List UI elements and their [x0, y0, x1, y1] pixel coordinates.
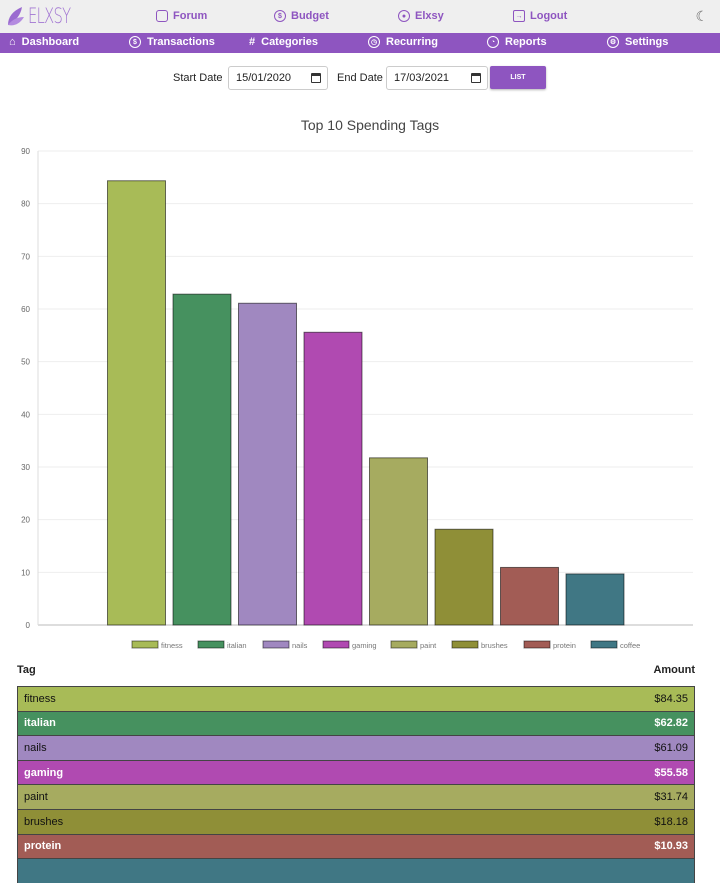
- y-tick-label: 50: [21, 358, 30, 367]
- bar-gaming: [303, 331, 363, 626]
- tag-cell: nails: [24, 741, 47, 754]
- pie-chart-icon: ◔: [487, 36, 499, 48]
- tag-cell: italian: [24, 717, 56, 730]
- legend-swatch: [131, 640, 159, 649]
- table-row: paint $31.74: [17, 784, 695, 809]
- bar-paint: [369, 457, 428, 626]
- nav-categories[interactable]: # Categories: [249, 36, 318, 48]
- y-tick-label: 70: [21, 252, 30, 261]
- date-filter: Start Date 15/01/2020 End Date 17/03/202…: [0, 66, 720, 90]
- end-date-input[interactable]: 17/03/2021: [386, 66, 488, 90]
- logout-icon: →: [513, 10, 525, 22]
- table-row: gaming $55.58: [17, 759, 695, 785]
- amount-cell: $55.58: [654, 766, 688, 779]
- dollar-icon: $: [274, 10, 286, 22]
- legend-label: paint: [420, 641, 437, 650]
- table-row: nails $61.09: [17, 735, 695, 760]
- y-tick-label: 0: [26, 621, 31, 630]
- bar-fitness: [107, 180, 166, 626]
- amount-cell: $31.74: [654, 791, 688, 804]
- end-date-label: End Date: [337, 72, 383, 84]
- bar-italian: [172, 293, 232, 626]
- table-header: Tag Amount: [17, 664, 695, 676]
- legend-label: italian: [227, 641, 247, 650]
- tag-cell: protein: [24, 840, 62, 853]
- legend-swatch: [322, 640, 350, 649]
- dark-mode-toggle-moon-icon[interactable]: ☾: [695, 8, 708, 24]
- amount-cell: $61.09: [654, 741, 688, 754]
- bar-coffee: [565, 573, 625, 626]
- y-tick-label: 30: [21, 463, 30, 472]
- legend-swatch: [262, 640, 290, 649]
- calendar-icon[interactable]: [471, 73, 481, 83]
- legend-swatch: [390, 640, 418, 649]
- tag-cell: fitness: [24, 692, 56, 705]
- calendar-icon[interactable]: [311, 73, 321, 83]
- y-tick-label: 40: [21, 410, 30, 419]
- dollar-icon: $: [129, 36, 141, 48]
- tag-cell: paint: [24, 791, 48, 804]
- legend-swatch: [451, 640, 479, 649]
- bar-brushes: [434, 528, 494, 626]
- table-row: protein $10.93: [17, 833, 695, 859]
- legend-swatch: [523, 640, 551, 649]
- table-row: brushes $18.18: [17, 808, 695, 834]
- legend-swatch: [197, 640, 225, 649]
- y-tick-label: 20: [21, 516, 30, 525]
- legend-label: coffee: [620, 641, 640, 650]
- nav-reports[interactable]: ◔ Reports: [487, 36, 547, 48]
- gear-icon: ⚙: [607, 36, 619, 48]
- nav-transactions[interactable]: $ Transactions: [129, 36, 215, 48]
- main-nav: ⌂ Dashboard $ Transactions # Categories ◷ Re…: [0, 33, 720, 53]
- home-icon: ⌂: [9, 36, 16, 48]
- bar-chart: 0 10 20 30 40 50 60 70 80 90 fitness italian nails ga…: [21, 147, 693, 650]
- table-row: italian $62.82: [17, 710, 695, 736]
- amount-cell: $62.82: [654, 717, 688, 730]
- amount-cell: $18.18: [654, 815, 688, 828]
- user-icon: ●: [398, 10, 410, 22]
- top-link-profile[interactable]: ● Elxsy: [398, 10, 444, 22]
- tag-cell: gaming: [24, 766, 64, 779]
- nav-recurring[interactable]: ◷ Recurring: [368, 36, 438, 48]
- tags-table: fitness $84.35 italian $62.82 nails $61.09 gam…: [17, 686, 695, 883]
- y-tick-label: 60: [21, 305, 30, 314]
- y-tick-label: 90: [21, 147, 30, 156]
- start-date-input[interactable]: 15/01/2020: [228, 66, 328, 90]
- bar-protein: [500, 566, 559, 626]
- legend-label: brushes: [481, 641, 508, 650]
- top-link-forum[interactable]: Forum: [156, 10, 207, 22]
- nav-settings[interactable]: ⚙ Settings: [607, 36, 668, 48]
- legend-label: gaming: [352, 641, 377, 650]
- legend-label: protein: [553, 641, 576, 650]
- chat-icon: [156, 10, 168, 22]
- start-date-label: Start Date: [173, 72, 223, 84]
- y-tick-label: 10: [21, 568, 30, 577]
- legend-label: fitness: [161, 641, 183, 650]
- logo[interactable]: ELXSY: [6, 4, 89, 28]
- clock-icon: ◷: [368, 36, 380, 48]
- top-bar: ELXSY Forum $ Budget ● Elxsy → Logout ☾: [0, 0, 720, 33]
- nav-dashboard[interactable]: ⌂ Dashboard: [9, 36, 80, 48]
- bar-nails: [238, 302, 297, 626]
- legend-label: nails: [292, 641, 308, 650]
- table-row: [17, 858, 695, 883]
- amount-cell: $10.93: [654, 840, 688, 853]
- top-link-logout[interactable]: → Logout: [513, 10, 567, 22]
- top-link-budget[interactable]: $ Budget: [274, 10, 329, 22]
- hash-icon: #: [249, 36, 256, 48]
- amount-cell: $84.35: [654, 692, 688, 705]
- table-row: fitness $84.35: [17, 686, 695, 711]
- y-tick-label: 80: [21, 200, 30, 209]
- chart-title: Top 10 Spending Tags: [300, 117, 440, 133]
- list-button[interactable]: LIST: [490, 66, 546, 89]
- leaf-logo-icon: [8, 7, 24, 26]
- tag-cell: brushes: [24, 815, 64, 828]
- legend-swatch: [590, 640, 618, 649]
